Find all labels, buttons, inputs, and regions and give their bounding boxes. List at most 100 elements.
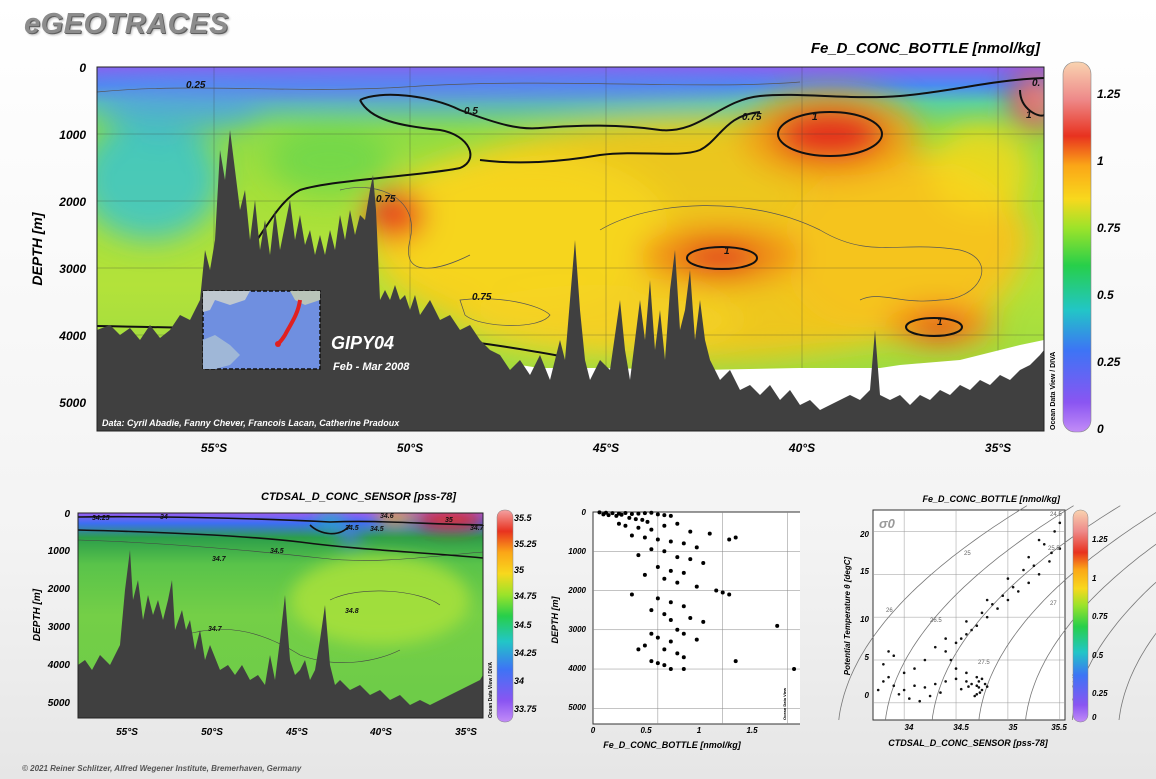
scatter-point bbox=[681, 667, 686, 672]
ts-point bbox=[1050, 551, 1053, 555]
fe-depth-scatter: DEPTH [m] Fe_D_CONC_BOTTLE [nmol/kg] 0 1… bbox=[550, 508, 800, 750]
sigma-label: σ0 bbox=[879, 516, 896, 531]
isopycnal-label: 27.5 bbox=[978, 660, 990, 666]
ts-title: Fe_D_CONC_BOTTLE [nmol/kg] bbox=[922, 494, 1061, 504]
isopycnal-label: 26 bbox=[886, 608, 893, 614]
ts-point bbox=[933, 682, 937, 686]
main-odv-label: Ocean Data View / DIVA bbox=[1050, 352, 1057, 430]
ts-cb-tick: 0 bbox=[1092, 713, 1097, 722]
ts-point bbox=[954, 641, 958, 645]
ts-point bbox=[892, 654, 896, 658]
main-cb-tick: 0.25 bbox=[1097, 355, 1121, 369]
ts-point bbox=[913, 684, 916, 688]
ts-point bbox=[918, 699, 922, 703]
scatter-point bbox=[681, 655, 686, 660]
ts-point bbox=[923, 686, 927, 689]
ts-point bbox=[975, 692, 979, 696]
ts-cb-tick: 0.5 bbox=[1092, 651, 1104, 660]
ts-point bbox=[975, 675, 979, 679]
scatter-point bbox=[640, 517, 645, 522]
scatter-ytick: 4000 bbox=[567, 664, 586, 673]
sal-cb-tick: 34.75 bbox=[514, 591, 538, 601]
scatter-point bbox=[688, 616, 693, 620]
sal-contour-label: 35 bbox=[445, 517, 453, 524]
ts-point bbox=[1037, 538, 1041, 542]
isopycnal-line bbox=[885, 505, 1074, 721]
cruise-dates: Feb - Mar 2008 bbox=[333, 361, 410, 373]
scatter-point bbox=[668, 513, 673, 518]
scatter-xlabel: Fe_D_CONC_BOTTLE [nmol/kg] bbox=[603, 740, 742, 750]
main-ylabel: DEPTH [m] bbox=[29, 211, 45, 285]
ts-point bbox=[1053, 530, 1056, 533]
sal-ytick: 5000 bbox=[48, 698, 71, 709]
isopycnal-line bbox=[978, 512, 1156, 721]
sal-cb-tick: 35.25 bbox=[514, 539, 538, 549]
ts-point bbox=[1058, 521, 1062, 525]
scatter-point bbox=[627, 515, 632, 520]
main-colorbar bbox=[1062, 61, 1092, 433]
ts-point bbox=[897, 692, 901, 696]
ts-ylabel: Potential Temperature θ [degC] bbox=[843, 556, 852, 675]
ts-point bbox=[965, 620, 968, 623]
ts-point bbox=[944, 637, 947, 640]
scatter-point bbox=[792, 667, 797, 672]
scatter-point bbox=[655, 635, 660, 640]
main-contour-label: 1 bbox=[937, 317, 943, 328]
sal-xtick: 35°S bbox=[455, 727, 477, 738]
scatter-point bbox=[655, 596, 660, 601]
ts-ytick: 20 bbox=[859, 530, 869, 539]
main-cb-tick: 0.5 bbox=[1097, 288, 1114, 302]
ts-point bbox=[1037, 572, 1041, 576]
main-ytick: 5000 bbox=[59, 396, 86, 410]
main-contour-label: 0.75 bbox=[376, 194, 396, 205]
scatter-point bbox=[727, 592, 732, 597]
ts-point bbox=[980, 611, 984, 615]
scatter-ytick: 0 bbox=[582, 508, 587, 517]
scatter-point bbox=[629, 533, 634, 538]
scatter-point bbox=[633, 517, 638, 522]
isopycnal-line bbox=[931, 505, 1121, 721]
scatter-point bbox=[675, 521, 680, 526]
scatter-point bbox=[649, 510, 654, 515]
scatter-point bbox=[636, 511, 641, 516]
ts-point bbox=[965, 671, 968, 675]
ts-cb-tick: 0.75 bbox=[1092, 612, 1108, 621]
ts-point bbox=[1032, 564, 1036, 568]
scatter-point bbox=[662, 663, 667, 668]
sal-contour-label: 34.7 bbox=[212, 556, 227, 563]
main-ytick: 0 bbox=[79, 61, 86, 75]
scatter-point bbox=[642, 572, 647, 577]
ts-point bbox=[1058, 547, 1062, 550]
brand-title: eGEOTRACES bbox=[24, 8, 229, 40]
ts-ytick: 10 bbox=[860, 615, 869, 624]
ts-colorbar bbox=[1072, 509, 1089, 723]
ts-point bbox=[1016, 590, 1020, 593]
ts-point bbox=[902, 688, 906, 692]
sal-ytick: 4000 bbox=[47, 660, 71, 671]
ts-point bbox=[944, 680, 947, 683]
main-xtick: 40°S bbox=[788, 441, 815, 455]
sal-xtick: 45°S bbox=[285, 727, 308, 738]
scatter-point bbox=[733, 535, 738, 540]
isopycnal-line bbox=[1118, 632, 1156, 721]
sal-contour-label: 34.5 bbox=[345, 525, 359, 532]
ts-point bbox=[1027, 581, 1030, 585]
main-title: Fe_D_CONC_BOTTLE [nmol/kg] bbox=[811, 40, 1041, 57]
ts-point bbox=[887, 675, 890, 679]
scatter-point bbox=[662, 647, 667, 652]
ts-point bbox=[985, 615, 989, 619]
ts-point bbox=[933, 645, 937, 649]
sal-colorbar bbox=[496, 509, 514, 723]
scatter-point bbox=[642, 535, 647, 540]
scatter-point bbox=[642, 643, 647, 648]
scatter-point bbox=[688, 557, 693, 562]
scatter-point bbox=[668, 617, 673, 622]
ts-ytick: 5 bbox=[865, 653, 870, 662]
main-contour-label: 0.5 bbox=[464, 106, 478, 117]
ts-point bbox=[1006, 577, 1010, 580]
main-cb-tick: 1.25 bbox=[1097, 87, 1121, 101]
sal-ytick: 3000 bbox=[48, 622, 71, 633]
isopycnal-label: 24.5 bbox=[1050, 512, 1062, 518]
ts-point bbox=[1011, 585, 1015, 589]
scatter-point bbox=[727, 537, 732, 542]
